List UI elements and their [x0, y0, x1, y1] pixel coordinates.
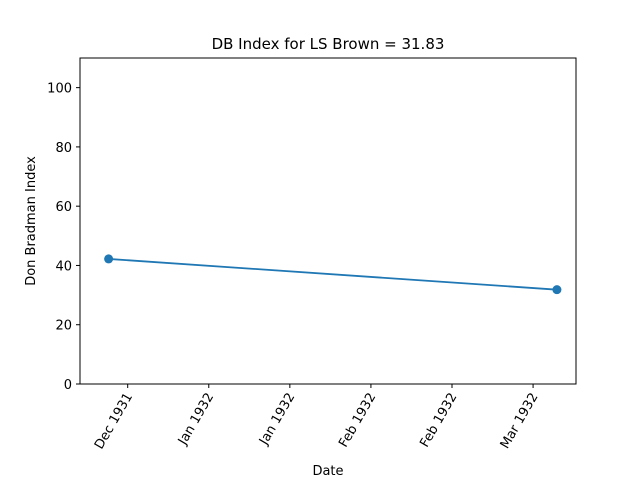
series-line [108, 258, 557, 291]
x-tick-label: Feb 1932 [336, 391, 379, 451]
y-tick-label: 20 [55, 319, 72, 334]
y-tick-label: 100 [47, 82, 72, 97]
x-tick-label: Jan 1932 [175, 391, 217, 449]
y-tick-label: 80 [55, 141, 72, 156]
x-tick-label: Dec 1931 [92, 391, 136, 453]
chart-title: DB Index for LS Brown = 31.83 [212, 35, 445, 53]
x-axis-label: Date [312, 464, 343, 479]
plot-area [104, 254, 562, 295]
data-point [104, 254, 114, 264]
y-axis: 0 20 40 60 80 100 [47, 82, 80, 393]
data-point [552, 285, 562, 295]
x-tick-label: Jan 1932 [256, 391, 298, 449]
x-tick-label: Feb 1932 [417, 391, 460, 451]
y-axis-label: Don Bradman Index [24, 156, 39, 286]
x-tick-label: Mar 1932 [498, 391, 542, 452]
y-tick-label: 60 [55, 200, 72, 215]
y-tick-label: 40 [55, 259, 72, 274]
y-tick-label: 0 [64, 378, 72, 393]
plot-frame [79, 57, 577, 385]
x-axis: Dec 1931 Jan 1932 Jan 1932 Feb 1932 Feb 1932… [92, 384, 542, 452]
